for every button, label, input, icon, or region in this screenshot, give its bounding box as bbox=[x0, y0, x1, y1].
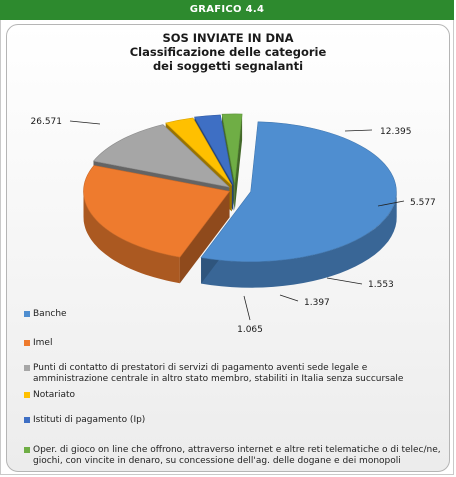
legend-label: Istituti di pagamento (Ip) bbox=[33, 415, 146, 425]
chart-subtitle-line-1: Classificazione delle categorie bbox=[129, 45, 327, 59]
pie-leader-line-5 bbox=[279, 294, 299, 302]
pie-slice-cut-6-2 bbox=[234, 114, 243, 210]
pie-leader-line-4 bbox=[326, 277, 363, 285]
pie-value-labels: 26.571 12.395 5.577 1.553 1.397 1.065 bbox=[31, 117, 436, 335]
pie-value-label-6: 1.065 bbox=[237, 325, 263, 335]
pie-leader-line-2 bbox=[344, 129, 373, 132]
figure-tag: GRAFICO 4.4 bbox=[0, 0, 454, 20]
legend-label: Punti di contatto di prestatori di servi… bbox=[33, 363, 404, 384]
pie-leader-lines bbox=[69, 120, 405, 321]
pie-slice-2 bbox=[83, 165, 231, 258]
legend-swatch bbox=[24, 311, 30, 317]
pie-leader-line-1 bbox=[69, 120, 101, 125]
pie-slice-6 bbox=[221, 113, 243, 185]
pie-leader-line-3 bbox=[377, 200, 405, 207]
pie-slice-side-2 bbox=[83, 190, 180, 284]
legend-label: Banche bbox=[33, 309, 67, 319]
legend-label: Notariato bbox=[33, 390, 76, 400]
pie-slice-4 bbox=[165, 117, 233, 186]
chart-title: SOS INVIATE IN DNA bbox=[162, 31, 294, 45]
pie-slice-1 bbox=[200, 121, 397, 263]
pie-value-label-3: 5.577 bbox=[410, 198, 436, 208]
pie-value-label-5: 1.397 bbox=[304, 298, 330, 308]
legend-label: Imel bbox=[33, 338, 53, 348]
pie-value-label-1: 26.571 bbox=[31, 117, 63, 127]
pie-slice-side-1 bbox=[201, 190, 397, 288]
legend-swatch bbox=[24, 417, 30, 423]
legend-swatch bbox=[24, 392, 30, 398]
pie-slice-tops bbox=[83, 113, 397, 263]
chart-subtitle-line-2: dei soggetti segnalanti bbox=[152, 59, 304, 73]
legend-swatch bbox=[24, 447, 30, 453]
pie-slice-3 bbox=[92, 124, 231, 188]
legend-label: Oper. di gioco on line che offrono, attr… bbox=[33, 445, 441, 466]
pie-slice-5 bbox=[194, 114, 234, 185]
pie-leader-line-6 bbox=[243, 295, 251, 321]
legend-swatch bbox=[24, 365, 30, 371]
legend-swatch bbox=[24, 340, 30, 346]
pie-value-label-2: 12.395 bbox=[380, 127, 412, 137]
pie-value-label-4: 1.553 bbox=[368, 280, 394, 290]
